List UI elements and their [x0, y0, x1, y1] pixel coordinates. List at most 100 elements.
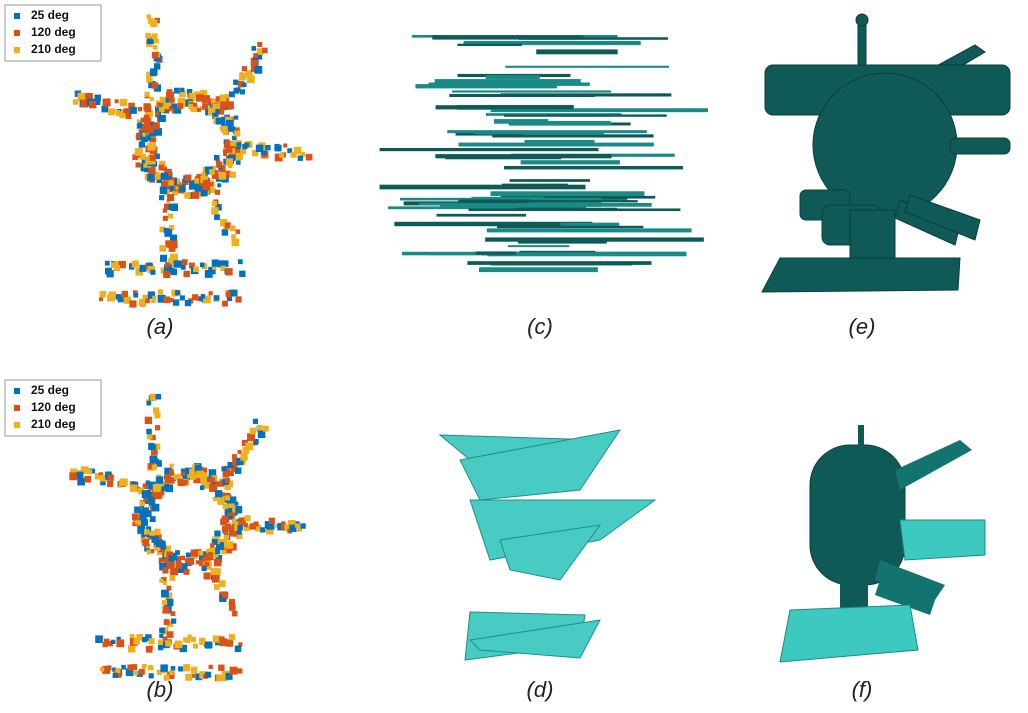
voxel — [113, 673, 118, 678]
voxel — [214, 295, 219, 300]
voxel — [229, 599, 235, 605]
voxel — [225, 496, 230, 501]
voxel — [202, 99, 206, 103]
streak — [494, 119, 548, 124]
voxel — [146, 646, 153, 653]
voxel — [245, 143, 249, 147]
voxel — [158, 289, 163, 294]
voxel — [159, 195, 164, 200]
voxel — [116, 294, 122, 300]
voxel — [184, 192, 191, 199]
voxel — [160, 664, 167, 671]
voxel — [77, 478, 85, 486]
voxel — [232, 454, 237, 459]
voxel — [147, 550, 152, 555]
voxel — [209, 665, 213, 669]
render-a — [73, 14, 313, 307]
voxel — [164, 484, 169, 489]
voxel — [204, 572, 211, 579]
voxel — [222, 594, 227, 599]
voxel — [209, 182, 213, 186]
streak — [476, 251, 516, 254]
voxel — [225, 478, 230, 483]
voxel — [191, 550, 198, 557]
legend: 25 deg120 deg210 deg — [5, 380, 101, 436]
voxel — [240, 148, 246, 154]
voxel — [152, 82, 159, 89]
streak — [380, 185, 586, 190]
voxel — [200, 486, 205, 491]
voxel — [183, 637, 188, 642]
voxel — [167, 194, 174, 201]
voxel — [150, 531, 155, 536]
voxel — [122, 291, 128, 297]
streak — [435, 79, 581, 84]
legend-marker — [14, 30, 20, 36]
voxel — [142, 539, 149, 546]
voxel — [186, 553, 191, 558]
voxel — [175, 641, 182, 648]
voxel — [263, 426, 269, 432]
voxel — [178, 666, 183, 671]
voxel — [133, 638, 139, 644]
voxel — [152, 464, 157, 469]
legend-marker — [14, 405, 20, 411]
voxel — [153, 122, 160, 129]
panel-label: (a) — [147, 314, 174, 339]
legend-label: 210 deg — [31, 42, 76, 56]
voxel — [226, 541, 234, 549]
voxel — [222, 301, 228, 307]
voxel — [115, 99, 119, 103]
voxel — [171, 666, 176, 671]
voxel — [177, 103, 183, 109]
voxel — [196, 478, 201, 483]
voxel — [253, 53, 258, 58]
voxel — [121, 665, 126, 670]
legend-label: 25 deg — [31, 8, 69, 22]
legend-label: 25 deg — [31, 383, 69, 397]
voxel — [158, 639, 163, 644]
voxel — [159, 245, 166, 252]
streak — [536, 49, 617, 54]
voxel — [159, 115, 166, 122]
voxel — [221, 549, 226, 554]
voxel — [214, 568, 221, 575]
voxel — [225, 94, 229, 98]
voxel — [77, 472, 84, 479]
voxel — [253, 419, 258, 424]
render-e — [762, 14, 1010, 292]
voxel — [232, 611, 237, 616]
voxel — [212, 575, 220, 583]
voxel — [214, 531, 220, 537]
voxel — [226, 158, 233, 165]
voxel — [235, 506, 242, 513]
voxel — [121, 263, 125, 267]
voxel — [192, 294, 198, 300]
voxel — [210, 188, 215, 193]
voxel — [154, 412, 160, 418]
voxel — [120, 99, 127, 106]
voxel — [240, 89, 245, 94]
voxel — [147, 434, 153, 440]
voxel — [226, 292, 232, 298]
voxel — [169, 575, 175, 581]
voxel — [225, 523, 231, 529]
voxel — [145, 299, 150, 304]
voxel — [139, 141, 145, 147]
voxel — [260, 527, 265, 532]
voxel — [230, 141, 235, 146]
voxel — [235, 467, 241, 473]
voxel — [205, 642, 212, 649]
voxel — [137, 124, 142, 129]
voxel — [213, 635, 220, 642]
voxel — [145, 33, 151, 39]
voxel — [150, 394, 157, 401]
voxel — [201, 294, 205, 298]
voxel — [130, 485, 138, 493]
voxel — [195, 465, 202, 472]
voxel — [201, 557, 205, 561]
voxel — [247, 433, 255, 441]
voxel — [100, 667, 104, 671]
streak — [435, 154, 611, 158]
panel-label: (d) — [527, 677, 554, 702]
